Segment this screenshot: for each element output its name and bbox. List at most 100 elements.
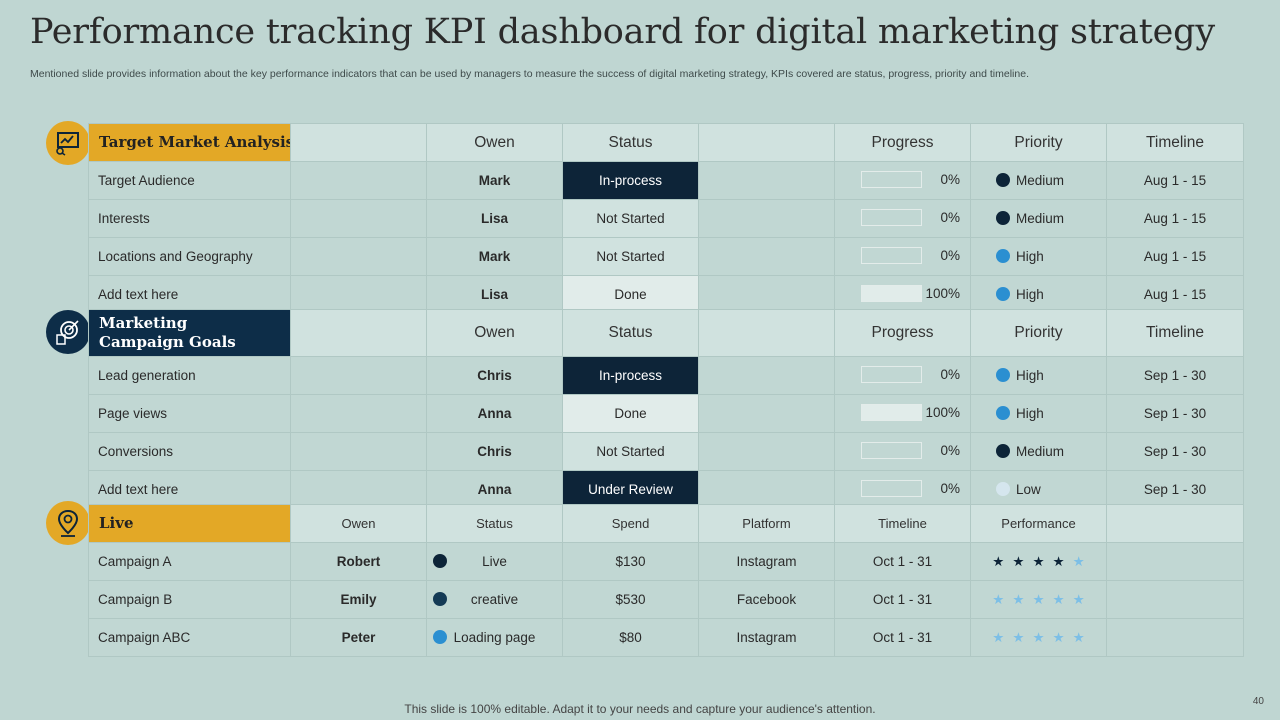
progress-cell: 0% (834, 199, 971, 238)
presentation-chart-icon (46, 121, 90, 165)
table-row: Campaign B Emily creative $530 Facebook … (88, 580, 1244, 619)
status-cell: Live (426, 542, 563, 581)
page-number: 40 (1252, 696, 1264, 707)
timeline-cell: Oct 1 - 31 (834, 580, 971, 619)
col-header-status: Status (426, 504, 563, 543)
star-icon: ★ (1052, 629, 1073, 645)
priority-dot (996, 173, 1010, 187)
timeline-cell: Sep 1 - 30 (1106, 394, 1244, 433)
timeline-cell: Aug 1 - 15 (1106, 199, 1244, 238)
timeline-cell: Aug 1 - 15 (1106, 237, 1244, 276)
task-label: Add text here (88, 470, 291, 509)
col-header-performance: Performance (970, 504, 1107, 543)
status-label: creative (470, 592, 519, 607)
col-header-owner: Owen (426, 123, 563, 162)
performance-rating: ★★★★★ (970, 542, 1107, 581)
spend-cell: $130 (562, 542, 699, 581)
progress-bar (861, 366, 922, 383)
priority-dot (996, 287, 1010, 301)
priority-dot (996, 406, 1010, 420)
progress-percent: 0% (940, 248, 960, 263)
priority-cell: High (970, 394, 1107, 433)
col-header-priority: Priority (970, 123, 1107, 162)
star-icon: ★ (1032, 629, 1053, 645)
priority-label: High (1016, 368, 1044, 383)
progress-cell: 100% (834, 275, 971, 314)
table-row: Page views Anna Done 100% High Sep 1 - 3… (88, 394, 1244, 433)
table-row: Add text here Anna Under Review 0% Low S… (88, 470, 1244, 509)
priority-cell: High (970, 237, 1107, 276)
status-badge: Under Review (562, 470, 699, 509)
owner-cell: Anna (426, 394, 563, 433)
col-header-spend: Spend (562, 504, 699, 543)
col-header-platform: Platform (698, 504, 835, 543)
col-header-progress: Progress (834, 309, 971, 357)
priority-cell: Medium (970, 432, 1107, 471)
campaign-label: Campaign B (88, 580, 291, 619)
spend-cell: $530 (562, 580, 699, 619)
progress-bar (861, 171, 922, 188)
priority-label: High (1016, 249, 1044, 264)
star-icon: ★ (1032, 591, 1053, 607)
progress-cell: 0% (834, 161, 971, 200)
performance-rating: ★★★★★ (970, 618, 1107, 657)
table-row: Interests Lisa Not Started 0% Medium Aug… (88, 199, 1244, 238)
star-icon: ★ (1072, 553, 1093, 569)
progress-percent: 0% (940, 172, 960, 187)
live-campaigns-table: Live Owen Status Spend Platform Timeline… (88, 504, 1244, 657)
campaign-label: Campaign ABC (88, 618, 291, 657)
table-header-row: Target Market Analysis Owen Status Progr… (88, 123, 1244, 162)
priority-label: High (1016, 406, 1044, 421)
priority-dot (996, 211, 1010, 225)
timeline-cell: Oct 1 - 31 (834, 618, 971, 657)
status-cell: creative (426, 580, 563, 619)
progress-percent: 0% (940, 367, 960, 382)
status-badge: Done (562, 394, 699, 433)
col-header-timeline: Timeline (1106, 123, 1244, 162)
platform-cell: Instagram (698, 542, 835, 581)
owner-cell: Emily (290, 580, 427, 619)
footer-note: This slide is 100% editable. Adapt it to… (404, 702, 876, 716)
priority-cell: High (970, 356, 1107, 395)
priority-label: Low (1016, 482, 1041, 497)
platform-cell: Facebook (698, 580, 835, 619)
progress-cell: 0% (834, 432, 971, 471)
table-row: Locations and Geography Mark Not Started… (88, 237, 1244, 276)
progress-cell: 0% (834, 470, 971, 509)
table-row: Add text here Lisa Done 100% High Aug 1 … (88, 275, 1244, 314)
progress-cell: 0% (834, 356, 971, 395)
progress-bar (861, 442, 922, 459)
star-icon: ★ (1012, 553, 1033, 569)
star-icon: ★ (992, 629, 1013, 645)
status-badge: Not Started (562, 199, 699, 238)
col-header-priority: Priority (970, 309, 1107, 357)
priority-dot (996, 249, 1010, 263)
col-header-status: Status (562, 309, 699, 357)
priority-dot (996, 368, 1010, 382)
star-icon: ★ (1012, 629, 1033, 645)
star-icon: ★ (1052, 553, 1073, 569)
col-header-timeline: Timeline (834, 504, 971, 543)
star-icon: ★ (1032, 553, 1053, 569)
table-row: Target Audience Mark In-process 0% Mediu… (88, 161, 1244, 200)
status-label: Live (482, 554, 507, 569)
progress-bar (861, 209, 922, 226)
owner-cell: Chris (426, 432, 563, 471)
task-label: Locations and Geography (88, 237, 291, 276)
progress-bar (861, 247, 922, 264)
status-badge: Not Started (562, 432, 699, 471)
table-row: Lead generation Chris In-process 0% High… (88, 356, 1244, 395)
task-label: Lead generation (88, 356, 291, 395)
priority-cell: Medium (970, 199, 1107, 238)
status-dot (433, 630, 447, 644)
col-header-owner: Owen (426, 309, 563, 357)
timeline-cell: Oct 1 - 31 (834, 542, 971, 581)
owner-cell: Anna (426, 470, 563, 509)
priority-dot (996, 482, 1010, 496)
table-row: Conversions Chris Not Started 0% Medium … (88, 432, 1244, 471)
page-title: Performance tracking KPI dashboard for d… (30, 12, 1215, 52)
table-row: Campaign ABC Peter Loading page $80 Inst… (88, 618, 1244, 657)
status-badge: Done (562, 275, 699, 314)
progress-percent: 0% (940, 443, 960, 458)
progress-cell: 0% (834, 237, 971, 276)
